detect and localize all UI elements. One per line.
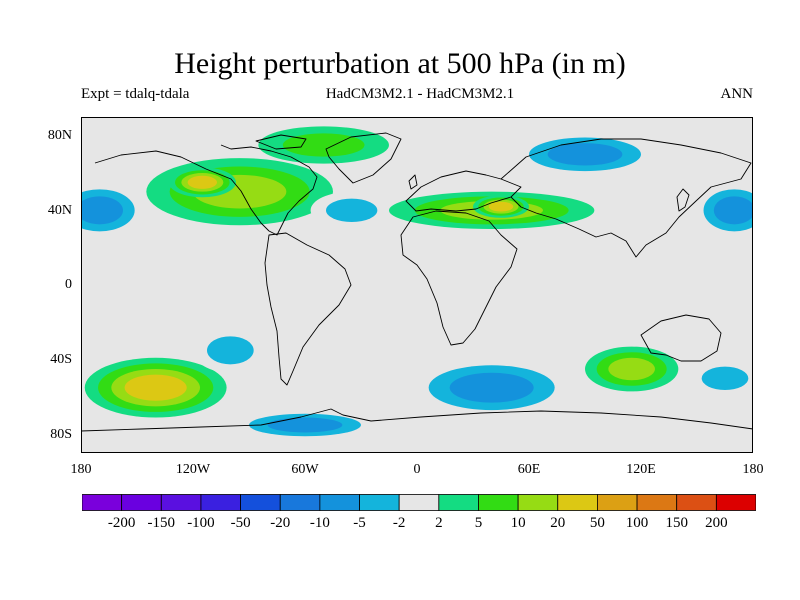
colorbar-box xyxy=(517,494,559,511)
south-atlantic-negative-contour xyxy=(449,372,534,403)
atlantic-negative-contour xyxy=(326,198,378,222)
greenland-positive-contour xyxy=(282,133,365,157)
y-tick-40s: 40S xyxy=(50,352,72,367)
west-pacific-negative-contour xyxy=(713,196,753,225)
colorbar-label: 2 xyxy=(435,515,443,531)
map-plot xyxy=(81,117,753,453)
season-label: ANN xyxy=(720,86,754,102)
north-america-core-contour xyxy=(187,175,218,189)
x-tick-180e: 180 xyxy=(742,462,764,477)
coast-south-america xyxy=(264,232,352,386)
experiment-label: Expt = tdalq-tdala xyxy=(81,86,190,102)
colorbar-label: -200 xyxy=(107,515,136,531)
south-america-negative-contour xyxy=(207,336,254,365)
colorbar-box xyxy=(82,494,123,511)
x-tick-180w: 180 xyxy=(70,462,92,477)
coast-antarctica xyxy=(81,408,753,432)
coastlines xyxy=(81,132,753,432)
y-tick-80s: 80S xyxy=(50,427,72,442)
colorbar-box xyxy=(597,494,638,511)
colorbar-box xyxy=(636,494,678,511)
colorbar-box xyxy=(279,494,321,511)
colorbar-box xyxy=(557,494,598,511)
x-tick-120e: 120E xyxy=(626,462,656,477)
y-tick-80n: 80N xyxy=(47,128,72,143)
eurasia-core-contour xyxy=(488,201,514,212)
colorbar-label: 10 xyxy=(510,515,526,531)
colorbar-label: -2 xyxy=(392,515,406,531)
colorbar-label: 200 xyxy=(705,515,728,531)
colorbar-label: -150 xyxy=(147,515,176,531)
y-tick-0: 0 xyxy=(65,277,72,292)
colorbar-box xyxy=(121,494,162,511)
colorbar-label: 50 xyxy=(589,515,605,531)
south-pacific-positive-contour xyxy=(124,374,187,401)
colorbar-box xyxy=(715,494,756,511)
indian-ocean-positive-contour xyxy=(608,357,656,381)
coast-north-america xyxy=(94,144,318,236)
coast-europe xyxy=(405,170,522,212)
antarctic-negative-contour xyxy=(267,417,343,433)
y-tick-40n: 40N xyxy=(47,203,72,218)
coast-greenland xyxy=(325,132,402,184)
coast-uk xyxy=(408,174,418,190)
siberia-negative-contour xyxy=(547,143,623,166)
colorbar-box xyxy=(240,494,281,511)
south-west-pacific-negative-contour xyxy=(701,366,749,390)
colorbar-box xyxy=(676,494,717,511)
coast-asia xyxy=(500,138,752,258)
model-label: HadCM3M2.1 - HadCM3M2.1 xyxy=(325,86,515,102)
coast-arctic-islands xyxy=(255,134,307,150)
colorbar-box xyxy=(438,494,479,511)
colorbar-label: -100 xyxy=(187,515,215,531)
x-tick-60w: 60W xyxy=(291,462,319,477)
colorbar-label: -10 xyxy=(309,515,330,531)
coast-australia xyxy=(640,314,722,362)
colorbar-label: 100 xyxy=(625,515,649,531)
colorbar-label: 150 xyxy=(665,515,688,531)
x-tick-60e: 60E xyxy=(517,462,541,477)
colorbar-label: -20 xyxy=(270,515,291,531)
colorbar-label: -50 xyxy=(230,515,251,531)
x-tick-0: 0 xyxy=(413,462,421,477)
colorbar-label: 20 xyxy=(550,515,566,531)
coast-africa xyxy=(400,210,518,346)
colorbar-box xyxy=(398,494,440,511)
map-frame xyxy=(81,117,753,453)
colorbar-box xyxy=(359,494,400,511)
colorbar-label: 5 xyxy=(474,515,483,531)
colorbar xyxy=(82,494,756,511)
colorbar-label: -5 xyxy=(353,515,366,531)
tropical-negative-contour xyxy=(398,247,511,267)
colorbar-box xyxy=(200,494,241,511)
colorbar-box xyxy=(160,494,202,511)
east-pacific-negative-contour xyxy=(81,196,123,225)
x-tick-120w: 120W xyxy=(175,462,211,477)
colorbar-box xyxy=(478,494,519,511)
colorbar-box xyxy=(319,494,360,511)
coast-japan xyxy=(676,188,690,212)
plot-title: Height perturbation at 500 hPa (in m) xyxy=(174,47,626,80)
